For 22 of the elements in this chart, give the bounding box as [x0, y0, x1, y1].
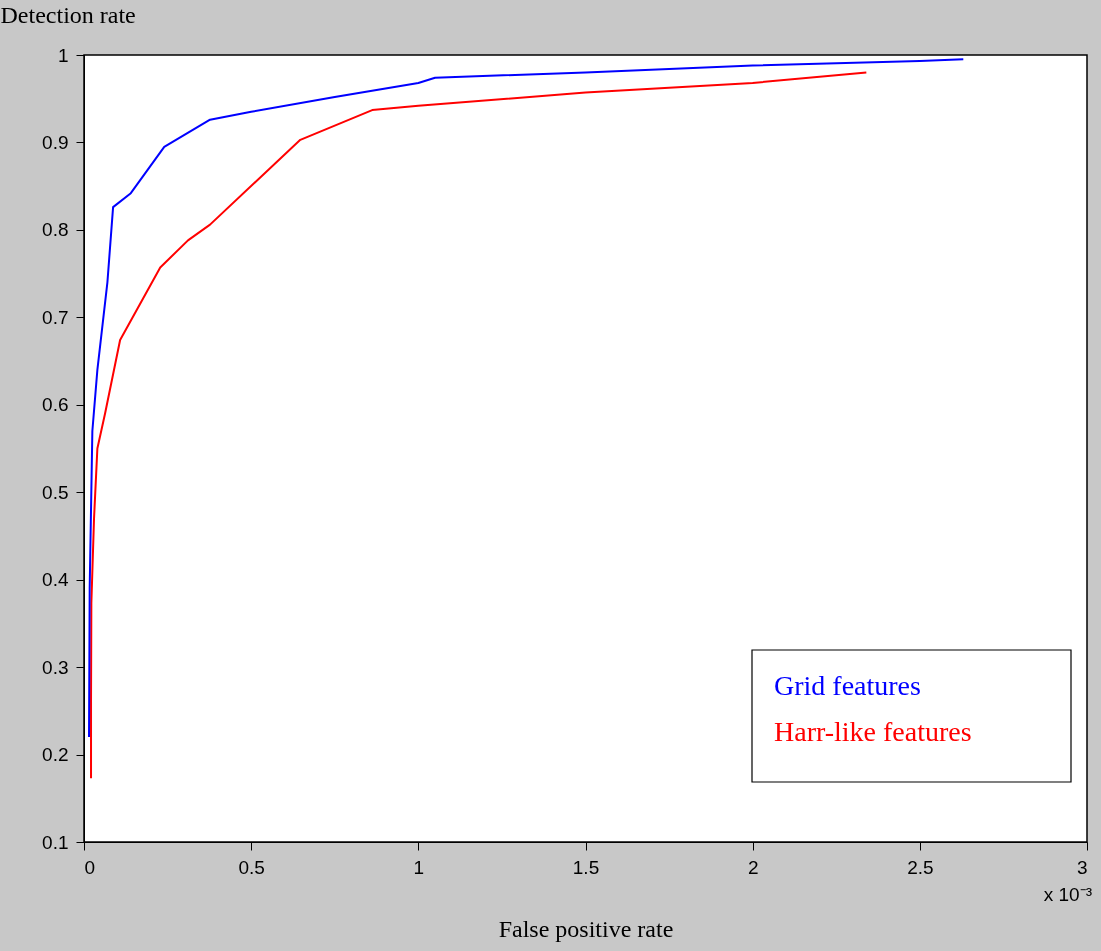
- y-tick-label: 0.2: [42, 744, 69, 766]
- text: Grid features: [774, 670, 921, 701]
- x-tick-label: 3: [1076, 856, 1088, 878]
- x-tick-label: 1.5: [572, 856, 600, 878]
- y-tick-label: 0.7: [42, 306, 69, 328]
- text: x 10⁻³: [1043, 884, 1092, 905]
- y-tick-label: 0.1: [42, 831, 69, 853]
- y-tick-label: 0.5: [42, 481, 69, 503]
- text: Harr-like features: [774, 716, 972, 747]
- x-tick-label: 2.5: [907, 856, 934, 878]
- x-tick-label: 0: [84, 856, 96, 878]
- y-tick-label: 0.9: [42, 131, 69, 153]
- y-tick-label: 0.3: [42, 656, 69, 678]
- x-tick-label: 1: [413, 856, 425, 878]
- x-tick-label: 2: [747, 856, 759, 878]
- y-axis-title: Detection rate: [0, 1, 136, 28]
- y-tick-label: 0.6: [42, 394, 69, 416]
- x-tick-label: 0.5: [238, 856, 265, 878]
- y-tick-label: 0.8: [42, 219, 69, 241]
- y-tick-label: 0.4: [42, 569, 69, 591]
- x-axis-title: False positive rate: [498, 915, 674, 942]
- y-tick-label: 1: [57, 44, 69, 66]
